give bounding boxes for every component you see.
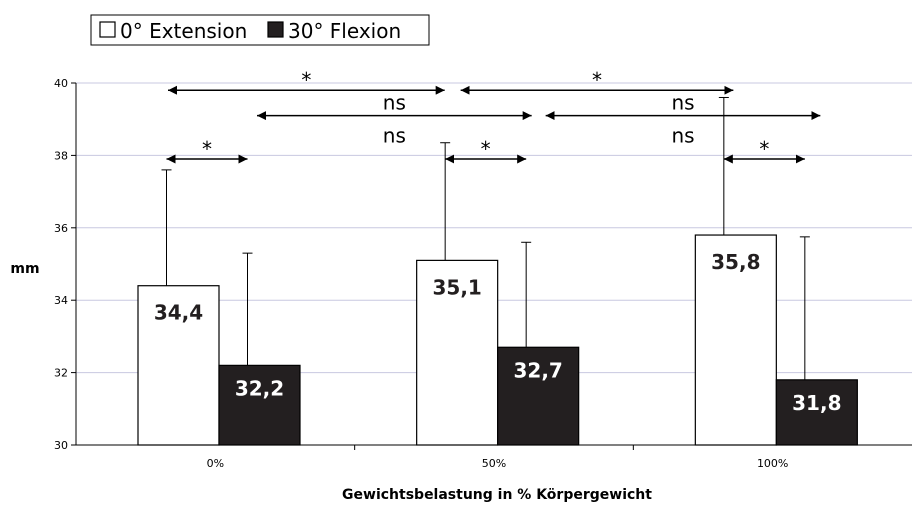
y-axis-label: mm — [10, 261, 39, 277]
value-label: 35,1 — [432, 275, 481, 299]
comparison-label: * — [759, 137, 769, 161]
value-label: 35,8 — [711, 250, 760, 274]
comparison-label: ns — [671, 91, 694, 115]
comparison-label: * — [481, 137, 491, 161]
legend-swatch-flexion — [267, 21, 284, 38]
legend-swatch-extension — [99, 21, 116, 38]
y-tick-label: 30 — [54, 439, 68, 452]
bar-extension — [694, 234, 777, 446]
y-tick-label: 36 — [54, 222, 68, 235]
comparison-label: ns — [383, 91, 406, 115]
value-label: 32,2 — [235, 376, 284, 400]
comparison-label: * — [202, 137, 212, 161]
comparison-label: * — [301, 68, 311, 92]
comparison-label: ns — [671, 124, 694, 148]
x-tick-label: 0% — [207, 457, 224, 470]
y-tick-label: 38 — [54, 149, 68, 162]
x-tick-label: 50% — [482, 457, 506, 470]
comparison-label: ns — [383, 124, 406, 148]
legend: 0° Extension 30° Flexion — [90, 14, 430, 46]
bars — [137, 234, 858, 446]
bar-flexion — [497, 346, 580, 446]
x-axis-label: Gewichtsbelastung in % Körpergewicht — [342, 487, 652, 503]
bar-flexion — [775, 379, 858, 446]
y-tick-label: 40 — [54, 77, 68, 90]
legend-label-extension: 0° Extension — [120, 19, 247, 43]
value-labels: 34,4 35,1 35,8 32,2 32,7 31,8 — [154, 250, 842, 415]
value-label: 34,4 — [154, 301, 203, 325]
comparison-label: * — [592, 68, 602, 92]
legend-box — [90, 14, 430, 46]
y-tick-label: 34 — [54, 294, 68, 307]
bar-flexion — [218, 364, 301, 446]
value-label: 31,8 — [792, 391, 841, 415]
y-tick-label: 32 — [54, 367, 68, 380]
x-tick-label: 100% — [757, 457, 788, 470]
value-label: 32,7 — [513, 358, 562, 382]
comparison-arrows: * * ns ns * * * ns ns — [166, 68, 821, 164]
legend-label-flexion: 30° Flexion — [288, 19, 401, 43]
